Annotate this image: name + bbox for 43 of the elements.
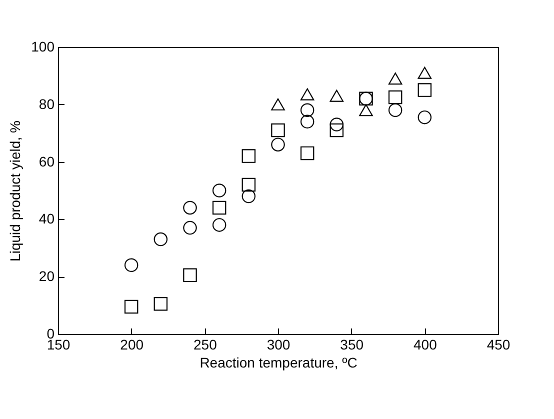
point: [300, 146, 314, 160]
point: [418, 83, 432, 97]
point: [212, 218, 226, 232]
point: [212, 200, 226, 215]
point: [271, 123, 285, 138]
y-tick-label: 20: [38, 268, 55, 284]
point: [183, 220, 197, 235]
point: [418, 110, 432, 124]
x-tick-label: 250: [193, 336, 218, 352]
point: [388, 72, 402, 85]
point: [271, 98, 285, 110]
x-tick-label: 400: [413, 336, 438, 352]
x-tick-label: 350: [340, 336, 364, 352]
point: [183, 200, 197, 215]
x-tick-label: 450: [486, 336, 510, 352]
point: [300, 114, 314, 128]
point: [183, 268, 197, 282]
point: [212, 184, 226, 198]
point: [300, 88, 314, 100]
point: [124, 300, 138, 314]
x-axis-title: Reaction temperature, ºC: [200, 354, 358, 370]
x-tick-label: 300: [266, 336, 290, 352]
x-tick-label: 200: [120, 336, 144, 352]
y-tick-label: 40: [38, 210, 55, 227]
point: [271, 138, 285, 152]
point: [330, 123, 344, 138]
point: [388, 103, 402, 118]
point: [242, 189, 256, 204]
point: [388, 90, 402, 104]
point: [154, 232, 168, 246]
point: [359, 104, 373, 116]
y-axis-title: Liquid product yield, %: [7, 120, 24, 262]
point: [242, 149, 256, 163]
point: [154, 296, 168, 311]
point: [330, 90, 344, 102]
y-tick-label: 100: [31, 38, 55, 54]
point: [300, 103, 314, 118]
point: [124, 258, 138, 272]
point: [330, 118, 344, 132]
point: [242, 178, 256, 192]
y-tick-label: 60: [38, 153, 55, 170]
point: [418, 66, 432, 79]
y-tick-label: 80: [38, 96, 55, 112]
